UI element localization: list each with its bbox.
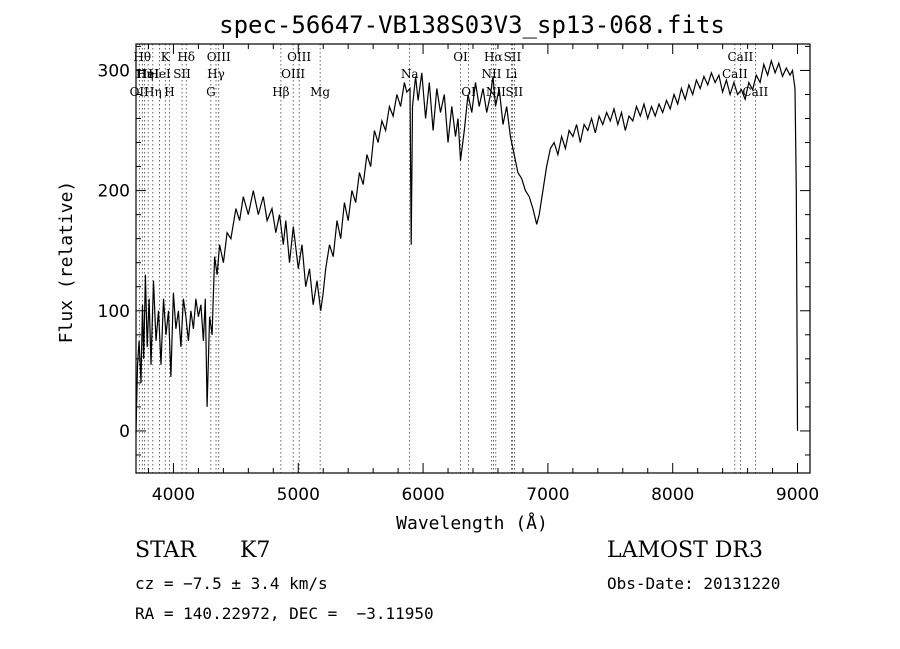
spectral-line-label: CaII: [722, 67, 748, 81]
spectral-line-label: G: [206, 85, 216, 99]
spectral-line-label: Hη: [144, 85, 162, 99]
spectral-line-label: NII: [481, 67, 501, 81]
object-class: STAR: [135, 538, 196, 563]
obs-date: Obs-Date: 20131220: [607, 574, 781, 593]
spectral-line-label: CaII: [742, 85, 768, 99]
y-tick-label: 200: [98, 182, 130, 202]
y-tick-label: 100: [98, 302, 130, 322]
spectrum-series-line: [135, 58, 799, 434]
object-subclass: K7: [240, 538, 271, 563]
spectral-line-label: Hδ: [177, 50, 195, 64]
x-tick-label: 8000: [651, 485, 694, 505]
y-tick-label: 0: [119, 422, 130, 442]
coordinates: RA = 140.22972, DEC = −3.11950: [135, 604, 434, 623]
spectral-line-label: CaII: [727, 50, 753, 64]
spectral-line-label: OI: [453, 50, 468, 64]
spectral-line-label: Hβ: [272, 85, 289, 99]
spectral-line-label: OII: [130, 85, 150, 99]
spectral-line-label: SII: [505, 85, 523, 99]
spectral-line-label: Na: [401, 67, 419, 81]
x-tick-label: 4000: [152, 485, 195, 505]
spectral-line-label: Hθ: [133, 50, 151, 64]
x-tick-label: 5000: [277, 485, 320, 505]
spectral-line-label: SII: [173, 67, 191, 81]
y-axis-label: Flux (relative): [56, 181, 77, 344]
spectral-line-label: HeI: [148, 67, 171, 81]
spectral-line-label: OIII: [207, 50, 231, 64]
spectral-line-label: Mg: [310, 85, 330, 99]
survey-name: LAMOST DR3: [607, 538, 763, 563]
spectral-line-label: Li: [506, 67, 518, 81]
spectral-line-label: Hα: [484, 50, 503, 64]
x-tick-label: 6000: [401, 485, 444, 505]
spectral-line-label: Hγ: [207, 67, 225, 81]
x-tick-label: 9000: [776, 485, 819, 505]
x-tick-label: 7000: [526, 485, 569, 505]
chart-title: spec-56647-VB138S03V3_sp13-068.fits: [219, 11, 725, 39]
spectral-line-label: NII: [486, 85, 506, 99]
spectral-line-label: H: [164, 85, 174, 99]
plot-frame: [135, 43, 811, 474]
spectral-line-label: SII: [504, 50, 522, 64]
axis-ticks: 4000 5000 6000 7000 8000 9000 0 100 200 300: [98, 44, 819, 505]
cz-value: cz = −7.5 ± 3.4 km/s: [135, 574, 328, 593]
spectral-line-label: OIII: [281, 67, 305, 81]
spectral-line-label: K: [161, 50, 171, 64]
spectral-line-markers: OIIHθHηHeIHηHeIKHSIIHδGHγOIIIHβOIIIOIIIM…: [130, 44, 768, 473]
spectral-line-label: OIII: [287, 50, 311, 64]
y-tick-label: 300: [98, 61, 130, 81]
spectral-line-label: OI: [461, 85, 476, 99]
x-axis-label: Wavelength (Å): [396, 512, 548, 534]
